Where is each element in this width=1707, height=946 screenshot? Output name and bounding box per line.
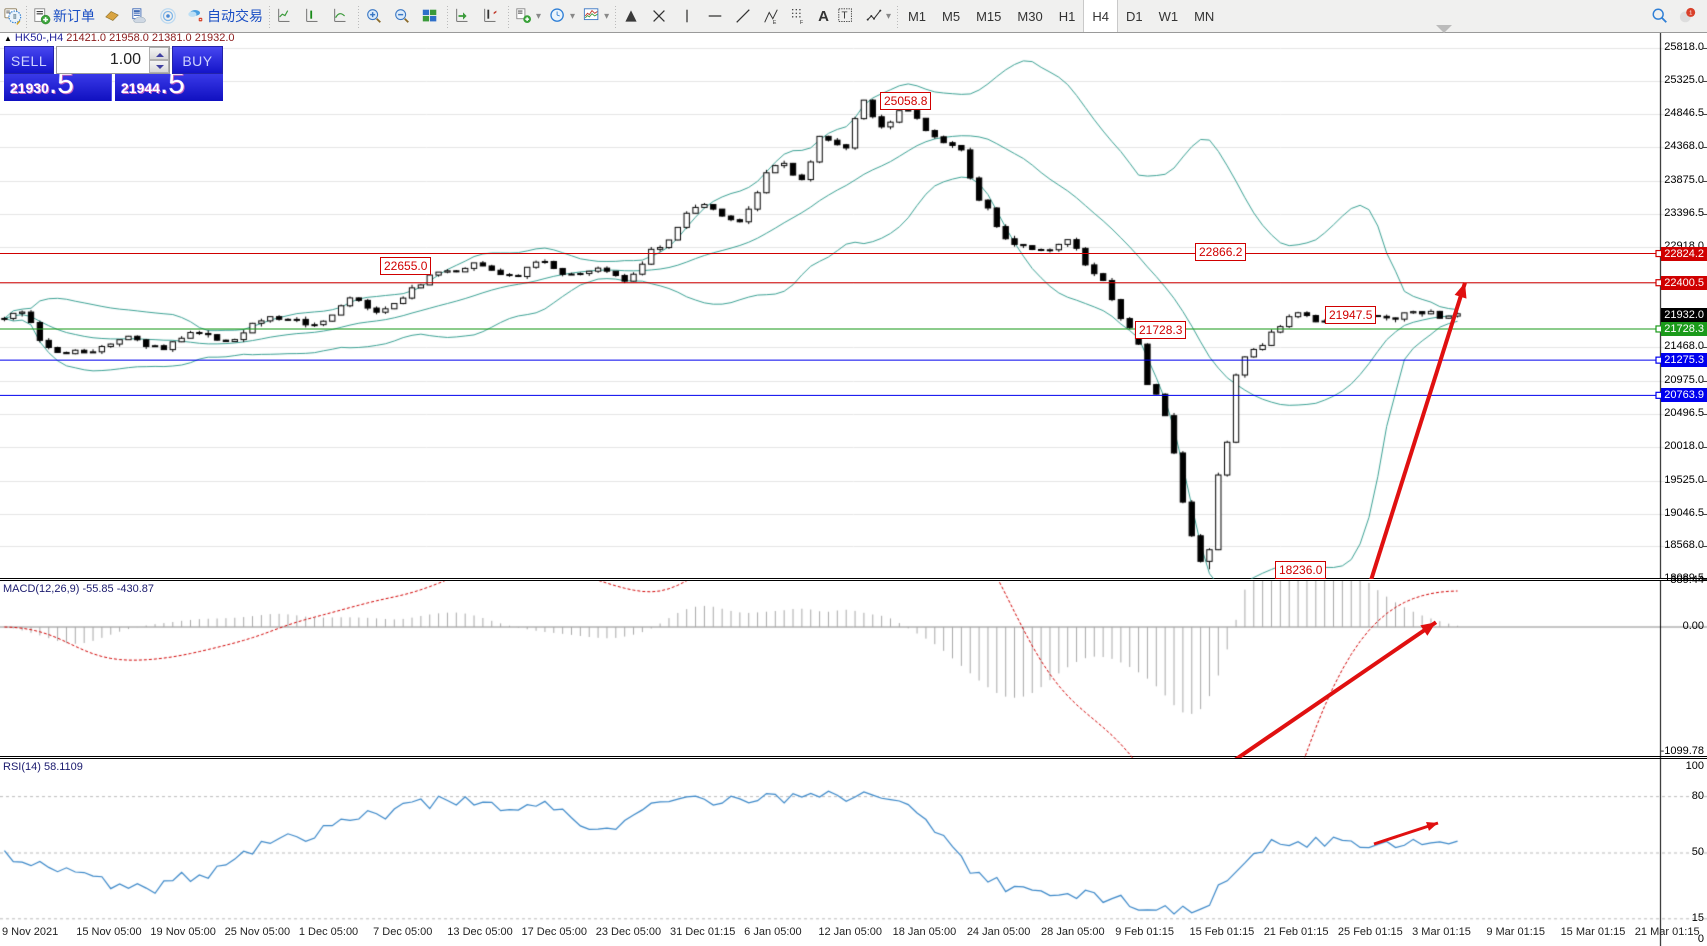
svg-text:1: 1 [1689,11,1692,17]
svg-text:E: E [773,20,777,25]
svg-text:F: F [800,20,804,25]
svg-text:T: T [841,11,847,22]
